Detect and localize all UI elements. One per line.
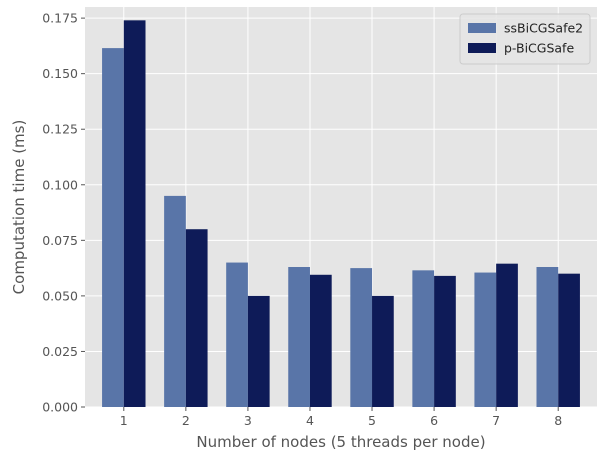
bar-ssbicgsafe2-6 — [412, 270, 435, 407]
x-tick-label: 5 — [368, 413, 376, 428]
legend-swatch — [468, 43, 496, 53]
x-tick-label: 4 — [306, 413, 314, 428]
bar-ssbicgsafe2-1 — [102, 48, 124, 407]
bar-ssbicgsafe2-5 — [350, 268, 373, 407]
bar-p-bicgsafe-6 — [434, 275, 456, 407]
legend-label: p-BiCGSafe — [504, 41, 574, 56]
bar-ssbicgsafe2-4 — [288, 267, 310, 407]
y-axis-label: Computation time (ms) — [10, 120, 28, 295]
x-tick-label: 6 — [430, 413, 438, 428]
bar-p-bicgsafe-1 — [123, 20, 146, 407]
bar-ssbicgsafe2-8 — [536, 267, 559, 407]
y-tick-label: 0.125 — [42, 122, 78, 137]
x-tick-label: 2 — [182, 413, 190, 428]
legend-label: ssBiCGSafe2 — [504, 21, 583, 36]
y-tick-label: 0.150 — [42, 66, 78, 81]
x-tick-label: 3 — [244, 413, 252, 428]
bar-p-bicgsafe-5 — [372, 295, 394, 407]
bar-p-bicgsafe-7 — [496, 263, 518, 407]
x-tick-label: 7 — [492, 413, 500, 428]
bar-p-bicgsafe-4 — [309, 274, 332, 407]
y-tick-label: 0.025 — [42, 344, 78, 359]
plot-background — [85, 7, 597, 407]
legend: ssBiCGSafe2 p-BiCGSafe — [459, 13, 591, 65]
y-tick-label: 0.100 — [42, 177, 78, 192]
bar-p-bicgsafe-3 — [247, 295, 270, 407]
x-axis-ticks: 1 2 3 4 5 6 7 8 — [120, 407, 562, 428]
bar-ssbicgsafe2-7 — [474, 272, 497, 407]
y-tick-label: 0.075 — [42, 233, 78, 248]
x-tick-label: 1 — [120, 413, 128, 428]
y-tick-label: 0.050 — [42, 288, 78, 303]
legend-swatch — [468, 23, 496, 33]
x-axis-label: Number of nodes (5 threads per node) — [196, 433, 485, 451]
y-tick-label: 0.175 — [42, 11, 78, 26]
y-tick-label: 0.000 — [42, 400, 78, 415]
bar-ssbicgsafe2-3 — [226, 262, 248, 407]
bar-p-bicgsafe-8 — [558, 273, 580, 407]
bar-p-bicgsafe-2 — [185, 229, 208, 407]
y-axis-ticks: 0.000 0.025 0.050 0.075 0.100 0.125 0.150 0.175 — [42, 11, 85, 415]
bars — [102, 20, 580, 407]
x-tick-label: 8 — [554, 413, 562, 428]
bar-ssbicgsafe2-2 — [164, 195, 186, 407]
